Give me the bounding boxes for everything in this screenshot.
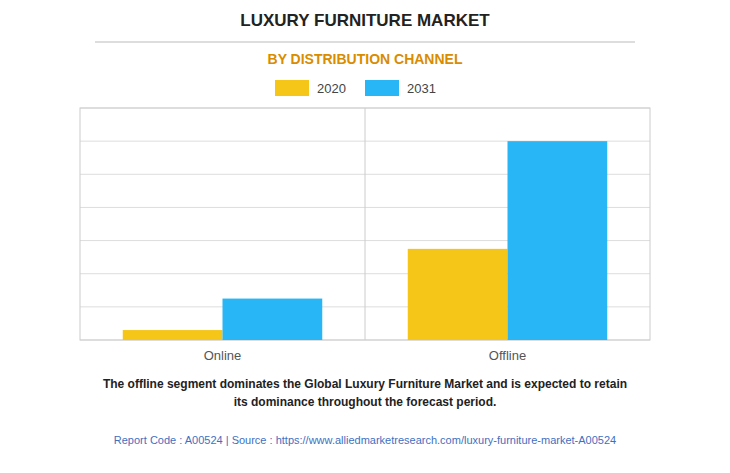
bar [508, 141, 608, 340]
plot-frame [80, 108, 650, 340]
x-tick-label: Offline [489, 348, 526, 363]
background [0, 0, 730, 473]
bar [223, 299, 323, 340]
title-separator [95, 42, 635, 43]
chart: LUXURY FURNITURE MARKET BY DISTRIBUTION C… [0, 0, 730, 473]
bars [123, 141, 608, 340]
grid [80, 108, 650, 340]
bar [123, 330, 223, 340]
legend-swatch [365, 80, 399, 96]
report-note: Report Code : A00524 | Source : https://… [114, 434, 616, 446]
legend-label: 2020 [317, 81, 346, 96]
group-divider [365, 108, 366, 340]
plot-border [80, 108, 650, 340]
legend-swatch [275, 80, 309, 96]
footer-note: The offline segment dominates the Global… [103, 377, 627, 391]
legend-label: 2031 [407, 81, 436, 96]
title: LUXURY FURNITURE MARKET [240, 11, 490, 30]
bar [408, 249, 508, 340]
legend: 2020 2031 [275, 80, 436, 96]
subtitle: BY DISTRIBUTION CHANNEL [268, 51, 463, 67]
x-tick-label: Online [204, 348, 242, 363]
footer-note: its dominance throughout the forecast pe… [234, 395, 497, 409]
